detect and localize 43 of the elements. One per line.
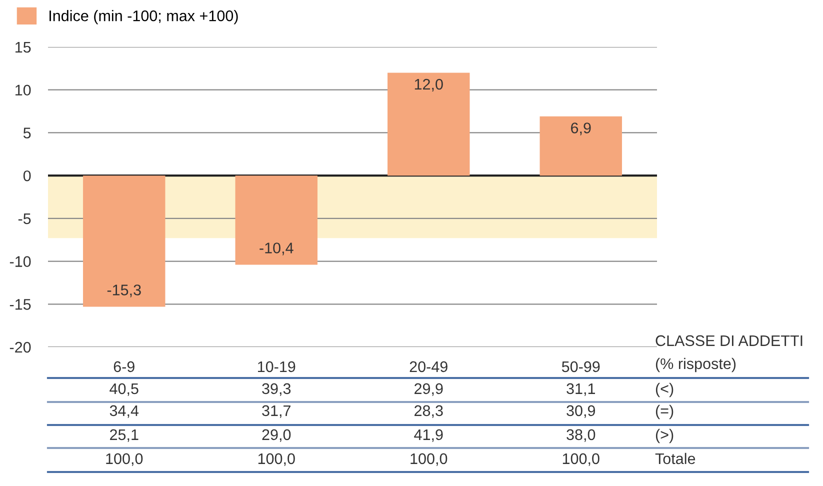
text: 28,3 xyxy=(414,405,443,418)
text: 29,9 xyxy=(414,383,443,396)
y-tick-label: -5 xyxy=(18,213,31,224)
text: 38,0 xyxy=(566,429,596,442)
x-tick-label: 20-49 xyxy=(410,361,448,372)
data-label: 12,0 xyxy=(414,78,443,92)
legend-label: Indice (min -100; max +100) xyxy=(50,10,238,24)
bar xyxy=(235,176,318,265)
y-tick-label: -10 xyxy=(10,256,31,267)
text: 31,1 xyxy=(566,383,595,396)
y-tick-label: 10 xyxy=(16,84,31,96)
y-tick-label: 0 xyxy=(23,170,31,182)
bar xyxy=(540,116,622,176)
x-tick-label: 10-19 xyxy=(258,361,296,372)
data-label: -10,4 xyxy=(260,242,294,256)
x-tick-label: 6-9 xyxy=(114,361,134,372)
y-tick-label: -20 xyxy=(10,342,31,353)
text: 40,5 xyxy=(110,383,138,396)
text: 41,9 xyxy=(414,429,443,442)
text: 25,1 xyxy=(110,429,138,442)
y-tick-label: -15 xyxy=(10,299,31,310)
text: Totale xyxy=(655,452,696,464)
text: (=) xyxy=(656,404,674,420)
text: 39,3 xyxy=(262,383,291,396)
y-tick-label: 5 xyxy=(23,128,31,138)
bar xyxy=(388,72,470,176)
y-tick-label: 15 xyxy=(16,42,31,53)
annotation: CLASSE DI ADDETTI xyxy=(656,335,802,346)
text: (% risposte) xyxy=(656,358,736,372)
bar xyxy=(83,176,166,307)
text: (>) xyxy=(656,428,674,444)
text: (<) xyxy=(656,382,674,398)
text: 100,0 xyxy=(258,453,295,466)
text: 100,0 xyxy=(106,453,143,466)
data-label: -15,3 xyxy=(107,284,141,298)
x-tick-label: 50-99 xyxy=(562,361,600,372)
text: 30,9 xyxy=(566,405,596,418)
text: 31,7 xyxy=(262,405,290,418)
text: 100,0 xyxy=(410,453,448,466)
text: 29,0 xyxy=(262,429,291,442)
text: 34,4 xyxy=(110,405,139,418)
data-label: 6,9 xyxy=(571,122,591,136)
text: 100,0 xyxy=(562,453,600,466)
